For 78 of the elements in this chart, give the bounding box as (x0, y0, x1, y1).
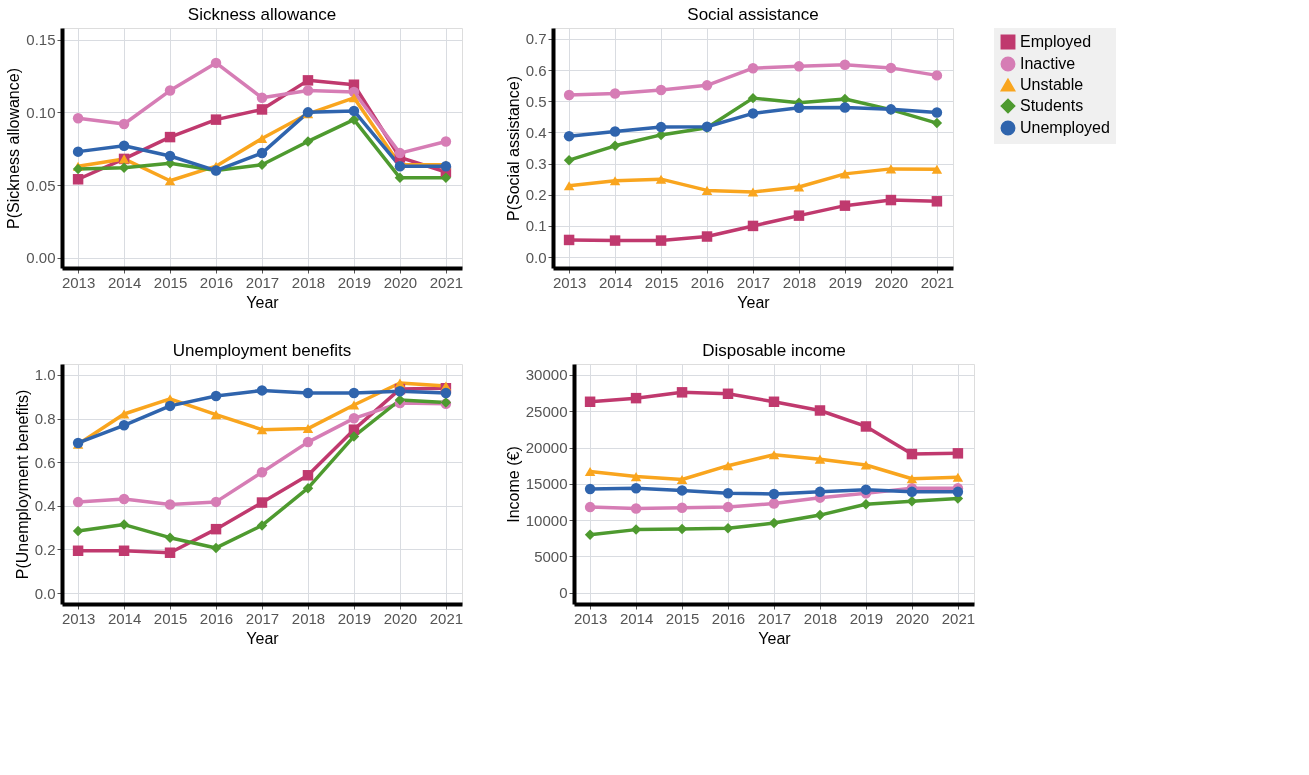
x-tick-label: 2021 (429, 609, 464, 627)
y-tick-label: 0.15 (26, 31, 56, 49)
x-tick-label: 2013 (573, 609, 608, 627)
legend-label: Students (1020, 97, 1084, 114)
y-tick-label: 0.3 (525, 155, 547, 173)
y-tick-label: 0 (559, 584, 568, 602)
y-tick-label: 0.2 (525, 186, 547, 204)
x-tick-label: 2021 (429, 273, 464, 291)
y-tick-label: 0.8 (34, 410, 56, 428)
x-tick-label: 2013 (61, 273, 96, 291)
legend-label: Unstable (1020, 76, 1084, 93)
y-tick-label: 0.4 (34, 497, 56, 515)
x-axis-title: Year (758, 629, 792, 647)
x-tick-label: 2017 (245, 609, 280, 627)
y-tick-label: 0.0 (525, 248, 547, 266)
x-tick-label: 2020 (383, 609, 418, 627)
y-tick-label: 20000 (525, 439, 568, 457)
y-tick-label: 0.00 (26, 249, 56, 267)
y-tick-label: 0.6 (525, 61, 547, 79)
x-tick-label: 2019 (849, 609, 884, 627)
legend-label: Employed (1020, 33, 1092, 50)
y-tick-label: 10000 (525, 511, 568, 529)
y-tick-label: 0.05 (26, 176, 56, 194)
y-axis-title: P(Sickness allowance) (5, 68, 23, 229)
x-tick-label: 2020 (874, 273, 909, 291)
x-axis-title: Year (246, 629, 280, 647)
x-tick-label: 2016 (711, 609, 746, 627)
x-tick-label: 2018 (803, 609, 838, 627)
x-tick-label: 2014 (107, 273, 142, 291)
y-tick-label: 0.1 (525, 217, 547, 235)
x-tick-label: 2013 (61, 609, 96, 627)
y-axis-title: Income (€) (504, 446, 522, 523)
x-tick-label: 2019 (828, 273, 863, 291)
x-tick-label: 2020 (895, 609, 930, 627)
chart-title: Unemployment benefits (172, 341, 352, 360)
y-tick-label: 5000 (534, 547, 568, 565)
y-tick-label: 0.5 (525, 92, 547, 110)
y-tick-label: 0.2 (34, 540, 56, 558)
legend-label: Inactive (1020, 55, 1076, 72)
chart-title: Social assistance (687, 5, 819, 24)
y-axis-title: P(Social assistance) (504, 76, 522, 221)
x-tick-label: 2021 (941, 609, 976, 627)
x-axis-title: Year (737, 293, 771, 311)
x-tick-label: 2019 (337, 609, 372, 627)
x-tick-label: 2019 (337, 273, 372, 291)
y-tick-label: 0.6 (34, 453, 56, 471)
x-tick-label: 2017 (757, 609, 792, 627)
y-tick-label: 1.0 (34, 366, 56, 384)
x-tick-label: 2015 (644, 273, 679, 291)
x-tick-label: 2015 (665, 609, 700, 627)
y-tick-label: 15000 (525, 475, 568, 493)
x-tick-label: 2014 (619, 609, 654, 627)
y-tick-label: 30000 (525, 366, 568, 384)
x-axis-title: Year (246, 293, 280, 311)
x-tick-label: 2021 (920, 273, 955, 291)
x-tick-label: 2018 (291, 609, 326, 627)
x-tick-label: 2015 (153, 609, 188, 627)
x-tick-label: 2014 (107, 609, 142, 627)
y-tick-label: 0.0 (34, 584, 56, 602)
x-tick-label: 2018 (291, 273, 326, 291)
y-tick-label: 25000 (525, 402, 568, 420)
x-tick-label: 2016 (199, 273, 234, 291)
y-tick-label: 0.7 (525, 30, 547, 48)
x-tick-label: 2015 (153, 273, 188, 291)
x-tick-label: 2014 (598, 273, 633, 291)
x-tick-label: 2017 (736, 273, 771, 291)
x-tick-label: 2016 (690, 273, 725, 291)
x-tick-label: 2018 (782, 273, 817, 291)
y-tick-label: 0.4 (525, 123, 547, 141)
legend-label: Unemployed (1020, 119, 1110, 136)
x-tick-label: 2020 (383, 273, 418, 291)
y-tick-label: 0.10 (26, 103, 56, 121)
chart-title: Disposable income (702, 341, 846, 360)
x-tick-label: 2013 (552, 273, 587, 291)
chart-title: Sickness allowance (187, 5, 337, 24)
x-tick-label: 2016 (199, 609, 234, 627)
y-axis-title: P(Unemployment benefits) (13, 389, 31, 580)
x-tick-label: 2017 (245, 273, 280, 291)
